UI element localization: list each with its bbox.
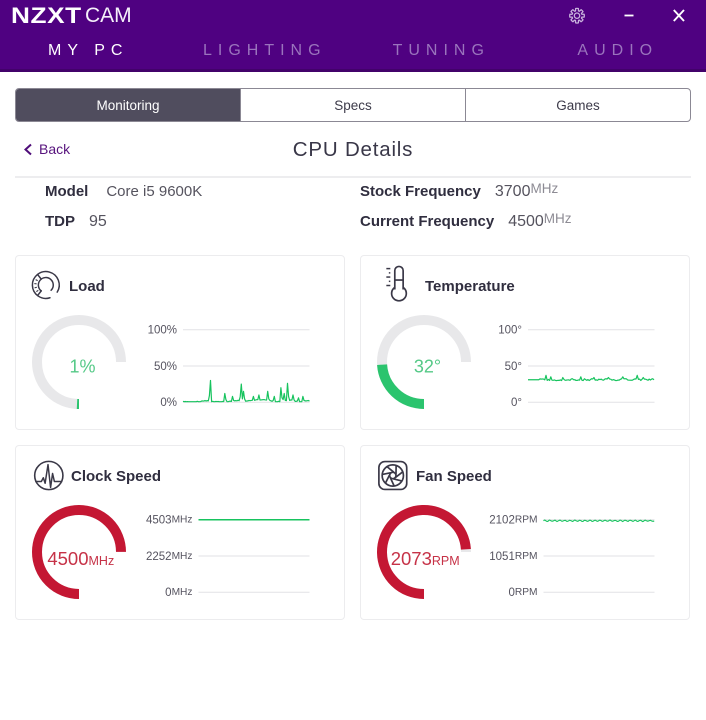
svg-text:50%: 50% xyxy=(154,361,177,373)
svg-text:50°: 50° xyxy=(505,361,522,373)
svg-text:4503MHz: 4503MHz xyxy=(146,515,193,527)
svg-text:4500MHz: 4500MHz xyxy=(47,548,114,569)
svg-text:100°: 100° xyxy=(498,325,522,337)
svg-text:0%: 0% xyxy=(160,397,177,409)
svg-text:0MHz: 0MHz xyxy=(165,587,192,599)
svg-text:0°: 0° xyxy=(511,397,522,409)
svg-text:2102RPM: 2102RPM xyxy=(489,515,537,527)
svg-text:2073RPM: 2073RPM xyxy=(391,548,460,569)
svg-text:100%: 100% xyxy=(148,325,177,337)
svg-text:32°: 32° xyxy=(414,357,441,377)
svg-text:1%: 1% xyxy=(69,357,95,377)
svg-text:0RPM: 0RPM xyxy=(508,587,537,599)
svg-text:1051RPM: 1051RPM xyxy=(489,551,537,563)
svg-text:2252MHz: 2252MHz xyxy=(146,551,193,563)
